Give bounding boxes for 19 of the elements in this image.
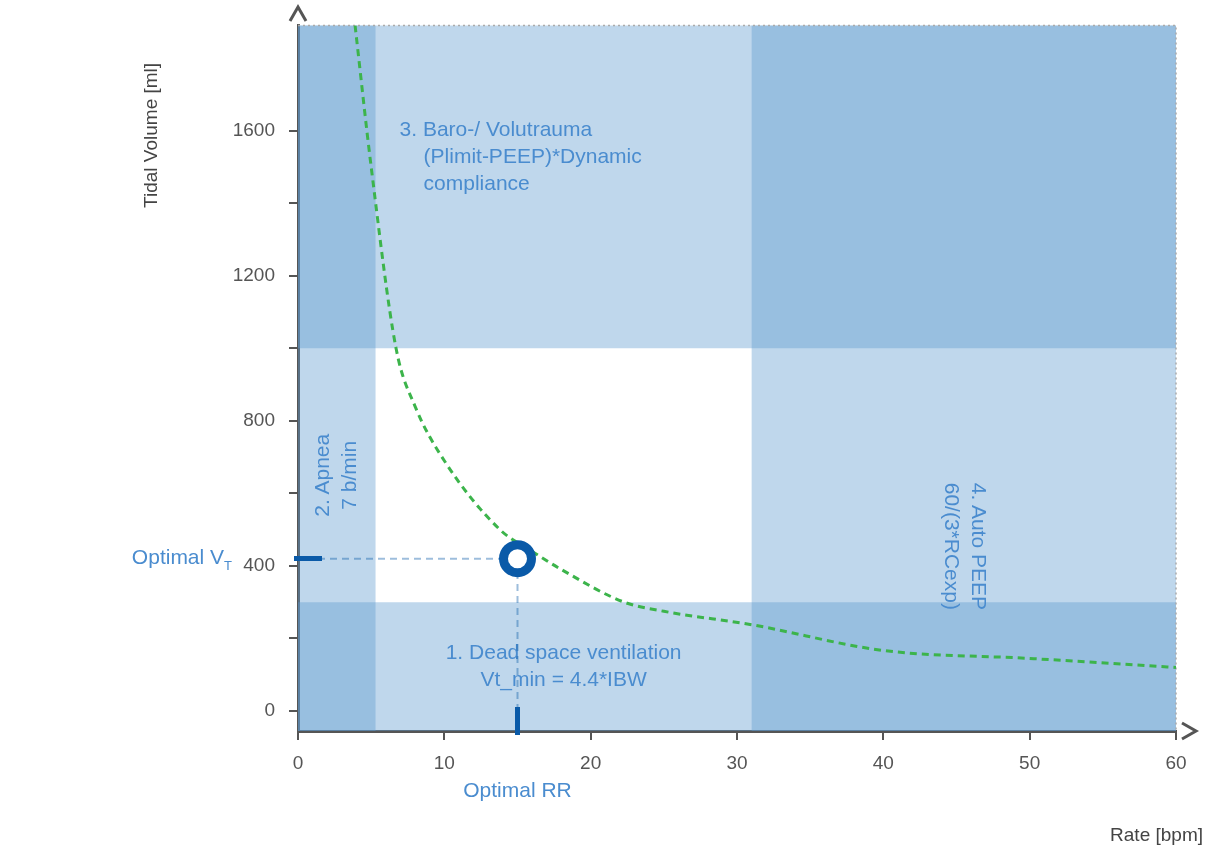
x-tick-label: 30 bbox=[726, 751, 748, 773]
y-tick-label: 0 bbox=[264, 699, 275, 721]
y-axis-title: Tidal Volume [ml] bbox=[140, 62, 162, 208]
y-tick-label: 1200 bbox=[232, 263, 275, 285]
x-tick-label: 20 bbox=[580, 751, 602, 773]
x-tick-label: 10 bbox=[433, 751, 455, 773]
x-axis-title: Rate [bpm] bbox=[1110, 824, 1203, 846]
band-label: 2. Apnea 7 b/min bbox=[310, 433, 361, 517]
y-tick-label: 1600 bbox=[232, 118, 275, 140]
band-label: 3. Baro-/ Volutrauma (Plimit-PEEP)*Dynamic compliance bbox=[399, 117, 642, 195]
x-tick-label: 40 bbox=[872, 751, 894, 773]
y-tick-label: 400 bbox=[243, 554, 275, 576]
band-label: 1. Dead space ventilation Vt_min = 4.4*IBW bbox=[445, 639, 682, 691]
band-label: 4. Auto PEEP 60/(3*RCexp) bbox=[940, 482, 991, 610]
x-tick-label: 50 bbox=[1019, 751, 1041, 773]
ref-line-label: Optimal RR bbox=[463, 777, 572, 801]
y-tick-label: 800 bbox=[243, 409, 275, 431]
x-tick-label: 0 bbox=[292, 751, 304, 773]
x-tick-label: 60 bbox=[1165, 751, 1187, 773]
